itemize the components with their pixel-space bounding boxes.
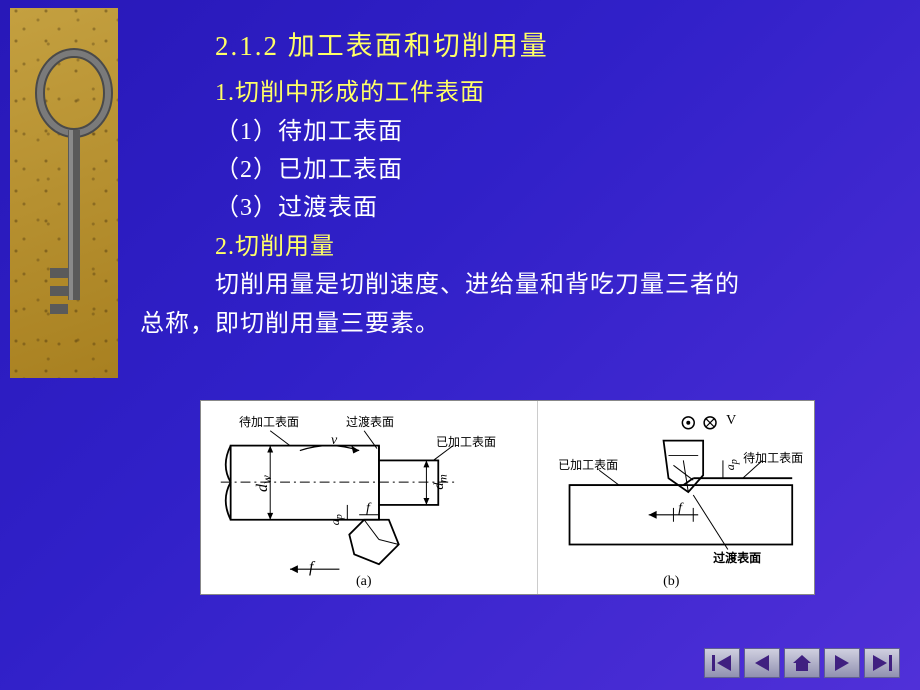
label-f-b: f bbox=[678, 501, 682, 517]
paragraph-line-1: 切削用量是切削速度、进给量和背吃刀量三者的 bbox=[140, 266, 900, 304]
diagram-b: V 已加工表面 待加工表面 过渡表面 f ap (b) bbox=[538, 401, 814, 594]
label-a-top-left: 待加工表面 bbox=[239, 413, 299, 430]
label-b-left: 已加工表面 bbox=[558, 456, 618, 473]
last-icon bbox=[871, 654, 893, 672]
list-item-2: （2）已加工表面 bbox=[215, 151, 900, 189]
label-a-right: 已加工表面 bbox=[436, 433, 496, 450]
first-icon bbox=[711, 654, 733, 672]
nav-first-button[interactable] bbox=[704, 648, 740, 678]
label-f-a-bottom: f bbox=[309, 559, 313, 577]
label-v-a: v bbox=[331, 433, 337, 449]
subheading-1: 1.切削中形成的工件表面 bbox=[215, 74, 900, 112]
next-icon bbox=[831, 654, 853, 672]
label-f-a: f bbox=[366, 501, 370, 517]
label-ap-b: ap bbox=[723, 459, 740, 470]
label-dw: dw bbox=[254, 475, 275, 492]
subheading-2: 2.切削用量 bbox=[215, 228, 900, 266]
diagram-a: 待加工表面 过渡表面 已加工表面 dw dm ap f f v (a) bbox=[201, 401, 538, 594]
slide-content: 2.1.2 加工表面和切削用量 1.切削中形成的工件表面 （1）待加工表面 （2… bbox=[140, 25, 900, 343]
sidebar-texture bbox=[10, 8, 118, 378]
list-item-1: （1）待加工表面 bbox=[215, 113, 900, 151]
nav-next-button[interactable] bbox=[824, 648, 860, 678]
label-v-b: V bbox=[726, 413, 736, 429]
diagram-figure: 待加工表面 过渡表面 已加工表面 dw dm ap f f v (a) bbox=[200, 400, 815, 595]
nav-last-button[interactable] bbox=[864, 648, 900, 678]
label-a-top-right: 过渡表面 bbox=[346, 413, 394, 430]
section-title: 2.1.2 加工表面和切削用量 bbox=[215, 25, 900, 68]
label-dm: dm bbox=[432, 474, 450, 489]
nav-button-group bbox=[704, 648, 900, 678]
caption-b: (b) bbox=[663, 574, 679, 590]
list-item-3: （3）过渡表面 bbox=[215, 189, 900, 227]
label-b-bottom: 过渡表面 bbox=[713, 549, 761, 566]
caption-a: (a) bbox=[356, 574, 372, 590]
prev-icon bbox=[751, 654, 773, 672]
nav-home-button[interactable] bbox=[784, 648, 820, 678]
label-ap-a: ap bbox=[328, 514, 345, 525]
label-b-right: 待加工表面 bbox=[743, 449, 803, 466]
paragraph-line-2: 总称，即切削用量三要素。 bbox=[140, 305, 900, 343]
nav-prev-button[interactable] bbox=[744, 648, 780, 678]
key-icon bbox=[30, 38, 118, 348]
home-icon bbox=[791, 654, 813, 672]
